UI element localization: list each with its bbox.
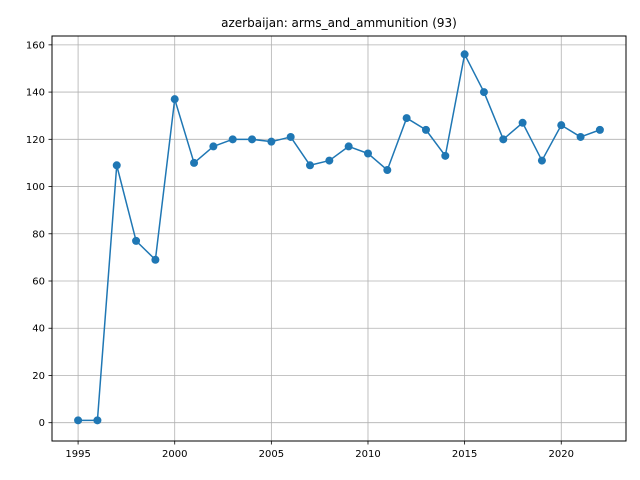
y-tick-label: 100 bbox=[26, 182, 45, 193]
chart-title: azerbaijan: arms_and_ammunition (93) bbox=[221, 16, 457, 30]
data-point bbox=[93, 416, 102, 425]
data-point bbox=[112, 161, 121, 170]
data-point bbox=[344, 142, 353, 151]
data-point bbox=[421, 125, 430, 134]
data-point bbox=[132, 236, 141, 245]
data-point bbox=[325, 156, 334, 165]
x-tick-label: 2020 bbox=[549, 449, 574, 460]
data-point bbox=[151, 255, 160, 264]
data-point bbox=[190, 158, 199, 167]
data-point bbox=[228, 135, 237, 144]
data-point bbox=[74, 416, 83, 425]
x-tick-label: 2005 bbox=[259, 449, 284, 460]
data-point bbox=[306, 161, 315, 170]
y-tick-label: 80 bbox=[32, 229, 45, 240]
data-point bbox=[499, 135, 508, 144]
plot-frame bbox=[51, 35, 627, 442]
data-point bbox=[441, 151, 450, 160]
x-tick-label: 1995 bbox=[65, 449, 90, 460]
y-tick-label: 140 bbox=[26, 88, 45, 99]
data-point bbox=[267, 137, 276, 146]
data-point bbox=[383, 166, 392, 175]
x-tick-label: 2015 bbox=[452, 449, 477, 460]
x-tick-label: 2010 bbox=[355, 449, 380, 460]
y-tick-label: 0 bbox=[39, 418, 45, 429]
data-point bbox=[537, 156, 546, 165]
ticks: 1995 2000 2005 2010 2015 2020 0 20 40 60 80 100 120 1… bbox=[26, 40, 574, 460]
data-point bbox=[363, 149, 372, 158]
series-layer bbox=[74, 50, 604, 425]
data-point bbox=[286, 132, 295, 141]
x-tick-label: 2000 bbox=[162, 449, 187, 460]
y-tick-label: 40 bbox=[32, 324, 45, 335]
y-tick-label: 60 bbox=[32, 277, 45, 288]
data-point bbox=[479, 88, 488, 97]
data-point bbox=[402, 114, 411, 123]
data-point bbox=[595, 125, 604, 134]
data-point bbox=[209, 142, 218, 151]
data-point bbox=[170, 95, 179, 104]
data-point bbox=[460, 50, 469, 59]
data-point bbox=[557, 121, 566, 130]
y-tick-label: 160 bbox=[26, 40, 45, 51]
data-point bbox=[576, 132, 585, 141]
data-point bbox=[248, 135, 257, 144]
series-line bbox=[78, 53, 601, 422]
data-point bbox=[518, 118, 527, 127]
y-tick-label: 20 bbox=[32, 371, 45, 382]
y-tick-label: 120 bbox=[26, 135, 45, 146]
